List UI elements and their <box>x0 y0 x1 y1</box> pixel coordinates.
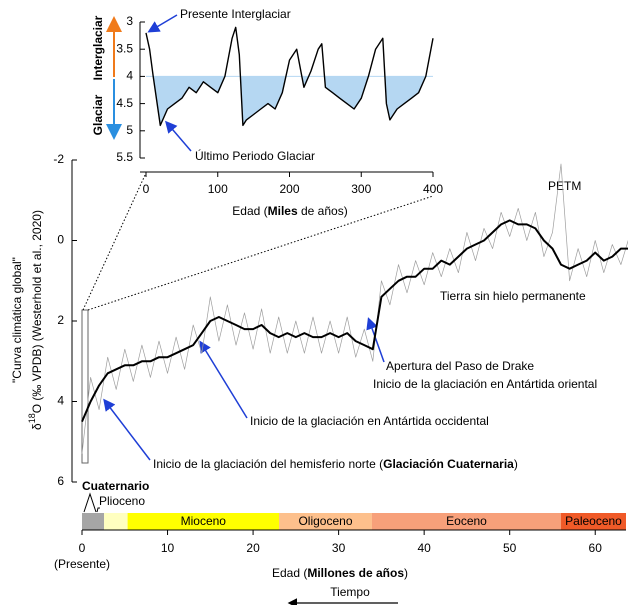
x-tick-label: 30 <box>332 541 346 555</box>
epoch-label: Cuaternario <box>82 479 149 493</box>
epoch <box>127 513 279 530</box>
epoch-label: Plioceno <box>99 494 145 508</box>
pointer <box>83 492 100 513</box>
annotation: Apertura del Paso de Drake <box>386 359 534 373</box>
line <box>81 219 628 422</box>
y-title-part: O (‰ VPDB) (Westerhold et al., 2020) <box>30 210 44 413</box>
y-tick-label: 4 <box>57 394 64 408</box>
epoch-label: Mioceno <box>181 514 227 528</box>
zoom-line <box>82 172 147 311</box>
y-tick-label: 6 <box>57 474 64 488</box>
label-part: Miles <box>268 204 298 218</box>
label-part: Millones de años <box>307 566 404 580</box>
epoch <box>82 513 105 530</box>
epoch <box>104 513 128 530</box>
x-tick-label: 60 <box>589 541 603 555</box>
x-tick-label: 20 <box>246 541 260 555</box>
epoch <box>561 513 626 530</box>
y-tick-label: 5.5 <box>116 150 133 164</box>
x-tick-label: 40 <box>417 541 431 555</box>
label-part: Edad ( <box>232 204 267 218</box>
epoch-label: Paleoceno <box>565 514 622 528</box>
x-tick-label: 400 <box>423 182 443 196</box>
zoom-box <box>81 309 89 464</box>
zoom-line <box>87 195 434 311</box>
x-tick-label: 50 <box>503 541 517 555</box>
y-title: "Curva climática global" <box>10 257 24 383</box>
y-title-part: δ <box>30 423 44 430</box>
direction: Tiempo <box>330 585 370 599</box>
y-label: Interglaciar <box>91 15 105 80</box>
epoch-label: Eoceno <box>446 514 487 528</box>
annotation: Presente Interglaciar <box>180 7 291 21</box>
arrow <box>199 340 248 419</box>
y-tick-label: 3 <box>126 14 133 28</box>
y-tick-label: -2 <box>53 152 64 166</box>
annotation: Inicio de la glaciación en Antártida ori… <box>373 377 597 391</box>
x-tick-label: 0 <box>79 541 86 555</box>
label-part: ) <box>514 457 518 471</box>
arrow <box>103 398 151 461</box>
y-tick-label: 3.5 <box>116 41 133 55</box>
x-tick-label: 300 <box>351 182 371 196</box>
x-tick-label: 0 <box>143 182 150 196</box>
area <box>153 76 426 126</box>
epoch <box>278 513 372 530</box>
y-label: Glaciar <box>91 94 105 135</box>
label-part: Edad ( <box>272 566 307 580</box>
label-part: ) <box>404 566 408 580</box>
y-tick-label: 4 <box>126 69 133 83</box>
x-note: (Presente) <box>54 557 110 571</box>
label-part: de años) <box>298 204 348 218</box>
y-tick-label: 5 <box>126 123 133 137</box>
label: Edad (Millones de años) <box>272 566 408 580</box>
arrow <box>165 120 192 152</box>
annotation: Inicio de la glaciación en Antártida occ… <box>250 414 489 428</box>
x-tick-label: 10 <box>161 541 175 555</box>
annotation: Último Periodo Glaciar <box>195 148 315 163</box>
arrow <box>366 317 385 363</box>
label: Edad (Miles de años) <box>232 204 347 218</box>
line <box>145 26 434 127</box>
line <box>81 163 628 454</box>
y-title-part: 18 <box>27 413 37 423</box>
arrow <box>147 14 178 33</box>
y-title: δ18O (‰ VPDB) (Westerhold et al., 2020) <box>27 210 44 430</box>
x-tick-label: 200 <box>279 182 299 196</box>
annotation: PETM <box>548 179 581 193</box>
label-part: Inicio de la glaciación del hemisferio n… <box>153 457 383 471</box>
y-tick-label: 2 <box>57 313 64 327</box>
y-tick-label: 0 <box>57 233 64 247</box>
annotation: Tierra sin hielo permanente <box>440 289 586 303</box>
label-part: Glaciación Cuaternaria <box>383 457 514 471</box>
epoch <box>371 513 562 530</box>
y-tick-label: 4.5 <box>116 96 133 110</box>
label: Inicio de la glaciación del hemisferio n… <box>153 457 518 471</box>
epoch-label: Oligoceno <box>298 514 352 528</box>
x-tick-label: 100 <box>208 182 228 196</box>
